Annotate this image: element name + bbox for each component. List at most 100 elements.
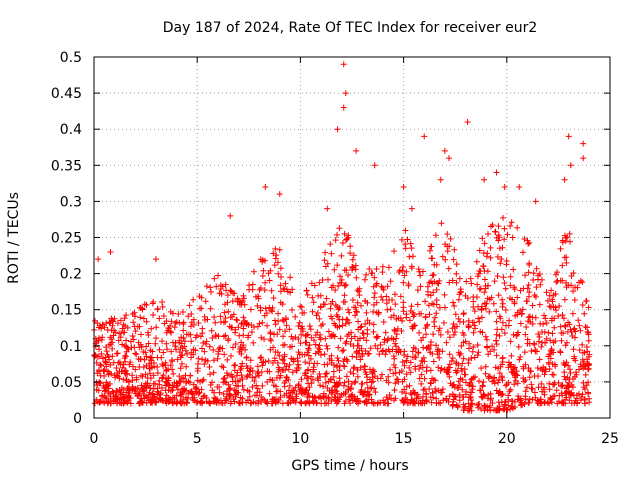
data-point <box>475 349 482 356</box>
data-point <box>459 386 466 393</box>
data-point <box>276 366 283 373</box>
data-point <box>507 273 514 280</box>
data-point <box>192 334 199 341</box>
data-point <box>554 277 561 284</box>
data-point <box>96 368 103 375</box>
data-point <box>159 298 166 305</box>
data-point <box>559 382 566 389</box>
data-point <box>529 314 536 321</box>
data-point <box>519 306 526 313</box>
data-point <box>491 278 498 285</box>
data-point <box>232 326 239 333</box>
data-point <box>267 307 274 314</box>
data-point <box>489 343 496 350</box>
data-point <box>524 237 531 244</box>
data-point <box>450 299 457 306</box>
data-point <box>148 325 155 332</box>
data-point <box>423 331 430 338</box>
data-point <box>577 327 584 334</box>
data-point <box>437 331 444 338</box>
data-point <box>402 241 409 248</box>
data-point <box>244 397 251 404</box>
data-point <box>526 374 533 381</box>
data-point <box>287 274 294 281</box>
data-point <box>526 340 533 347</box>
data-point <box>430 358 437 365</box>
data-point <box>432 377 439 384</box>
data-point <box>140 315 147 322</box>
data-point <box>478 405 484 412</box>
data-point <box>289 335 296 342</box>
data-point <box>120 321 127 328</box>
data-point <box>277 394 284 401</box>
data-point <box>433 388 440 395</box>
data-point <box>477 328 484 335</box>
data-point <box>206 399 213 406</box>
data-point <box>302 359 309 366</box>
data-point <box>162 362 169 369</box>
data-point <box>371 162 378 169</box>
data-point <box>95 256 102 263</box>
data-point <box>555 312 562 319</box>
data-point <box>343 373 350 380</box>
data-point <box>449 382 456 389</box>
data-point <box>196 389 203 396</box>
data-point <box>559 262 566 269</box>
data-point <box>391 361 398 368</box>
data-point <box>507 406 514 413</box>
data-point <box>354 373 361 380</box>
data-point <box>530 270 537 277</box>
data-point <box>361 363 368 370</box>
data-point <box>211 389 218 396</box>
data-point <box>514 294 521 301</box>
data-point <box>123 377 130 384</box>
data-point <box>406 317 413 324</box>
data-point <box>245 321 252 328</box>
data-point <box>285 376 292 383</box>
data-point <box>132 350 139 357</box>
data-point <box>555 398 562 405</box>
data-point <box>240 332 247 339</box>
data-point <box>187 323 194 330</box>
data-point <box>303 339 310 346</box>
data-point <box>515 329 522 336</box>
data-point <box>114 350 121 357</box>
data-point <box>475 315 482 322</box>
data-point <box>423 368 430 375</box>
data-point <box>234 317 241 324</box>
data-point <box>579 349 586 356</box>
data-point <box>398 236 405 243</box>
data-point <box>385 335 392 342</box>
data-point <box>190 296 197 303</box>
data-point <box>444 248 451 255</box>
data-point <box>276 352 283 359</box>
data-point <box>338 252 345 259</box>
data-point <box>171 324 178 331</box>
data-point <box>348 335 355 342</box>
data-point <box>349 353 356 360</box>
data-point <box>421 375 428 382</box>
data-point <box>308 334 315 341</box>
data-point <box>187 331 194 338</box>
data-point <box>482 305 489 312</box>
data-point <box>260 267 267 274</box>
data-point <box>476 247 483 254</box>
data-point <box>193 388 200 395</box>
data-point <box>516 356 523 363</box>
data-point <box>211 314 218 321</box>
data-point <box>579 341 586 348</box>
data-point <box>231 367 238 374</box>
data-point <box>409 253 416 260</box>
data-point <box>488 223 495 230</box>
data-point <box>179 374 186 381</box>
data-point <box>182 347 189 354</box>
data-point <box>273 383 280 390</box>
data-point <box>106 341 113 348</box>
data-point <box>380 319 387 326</box>
data-point <box>406 364 413 371</box>
data-point <box>250 339 257 346</box>
data-point <box>443 395 450 402</box>
data-point <box>358 323 365 330</box>
data-point <box>501 330 508 337</box>
